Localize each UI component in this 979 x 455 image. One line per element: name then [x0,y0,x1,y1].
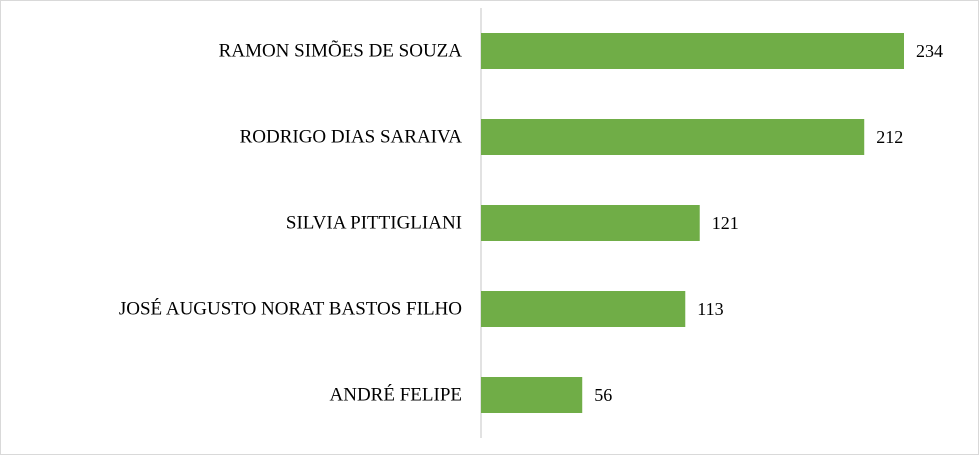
category-label: ANDRÉ FELIPE [330,383,462,405]
data-label: 56 [594,385,612,405]
bar [481,33,904,69]
data-label: 212 [876,127,903,147]
category-label: RAMON SIMÕES DE SOUZA [219,39,463,61]
data-label: 234 [916,41,943,61]
category-label: SILVIA PITTIGLIANI [286,212,462,233]
category-label: RODRIGO DIAS SARAIVA [240,126,463,147]
bar [481,205,700,241]
bar [481,119,865,155]
category-label: JOSÉ AUGUSTO NORAT BASTOS FILHO [119,297,462,319]
data-label: 121 [712,213,739,233]
bar [481,377,583,413]
bar [481,291,686,327]
data-label: 113 [697,299,723,319]
